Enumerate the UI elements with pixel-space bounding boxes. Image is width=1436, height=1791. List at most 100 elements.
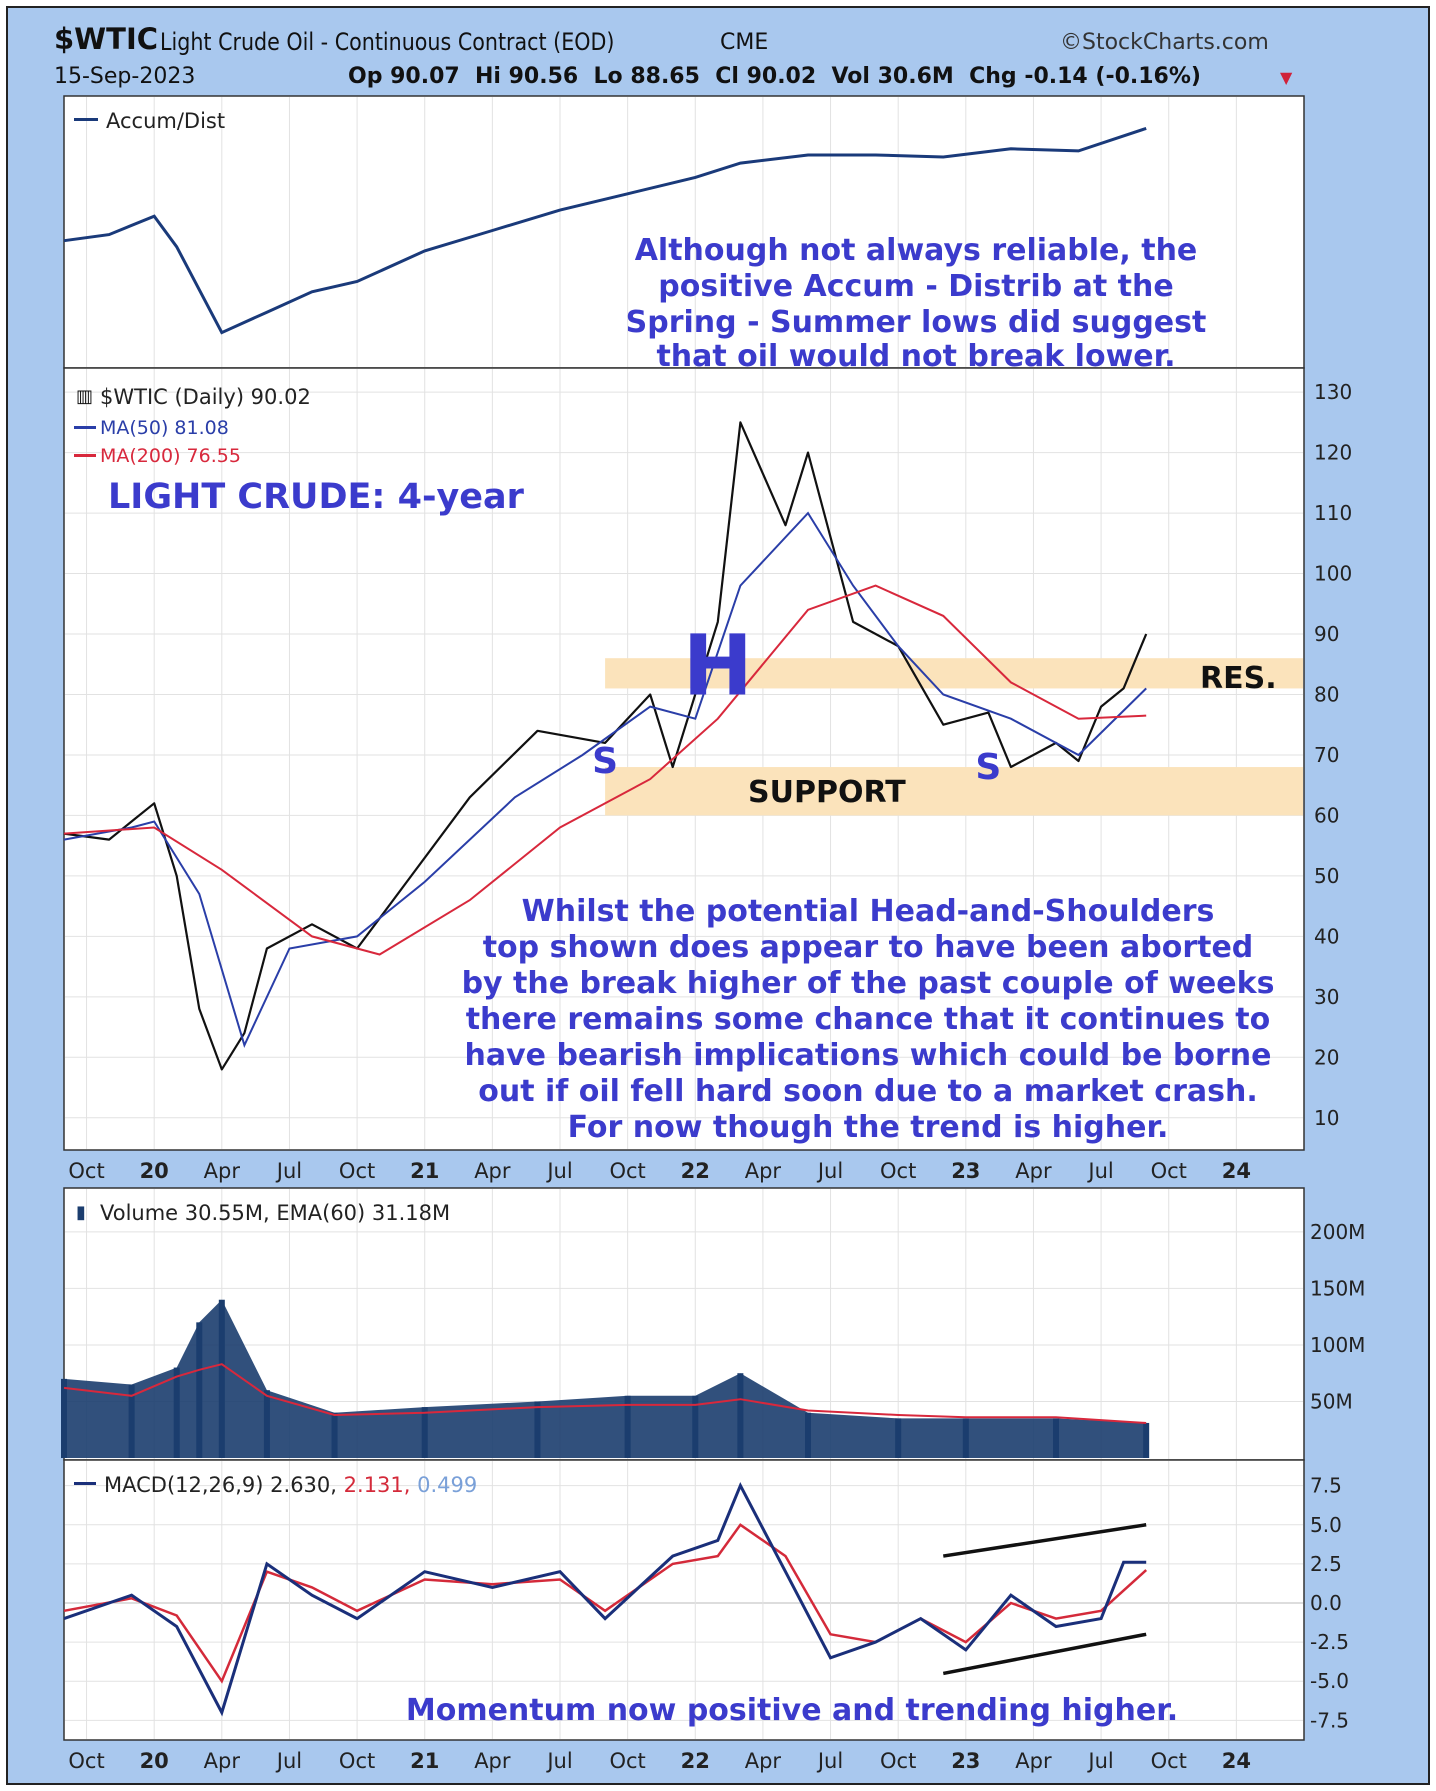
volume-legend: Volume 30.55M, EMA(60) 31.18M — [100, 1201, 450, 1225]
ad-annotation-line-3: Spring - Summer lows did suggest — [626, 305, 1207, 340]
volume-bar — [61, 1378, 67, 1458]
price-chart-title: LIGHT CRUDE: 4-year — [108, 477, 525, 517]
macd-ytick: -2.5 — [1310, 1630, 1349, 1654]
volume-bar — [218, 1299, 225, 1458]
volume-bar — [624, 1395, 631, 1458]
price-xtick: Jul — [1086, 1159, 1113, 1183]
volume-bar — [534, 1401, 541, 1458]
chart-canvas: 10 20 30 40 50 60 70 80 90 100 110 120 130 Oct 20 Apr Ju… — [61, 95, 1365, 1773]
price-xtick: Oct — [339, 1159, 375, 1183]
candle-icon: ▥ — [76, 386, 93, 407]
shoulder-label: S — [592, 741, 618, 782]
macd-line — [63, 1482, 1147, 1717]
price-xtick: Oct — [880, 1159, 916, 1183]
resistance-band — [605, 658, 1303, 689]
price-ytick: 60 — [1314, 803, 1339, 827]
resistance-label: RES. — [1200, 661, 1277, 696]
macd-xtick: Oct — [880, 1749, 916, 1773]
accum-dist-legend: Accum/Dist — [106, 109, 225, 133]
macd-legend-swatch — [74, 1482, 96, 1485]
macd-legend-main: MACD(12,26,9) 2.630, — [104, 1473, 337, 1497]
price-ytick: 90 — [1314, 622, 1339, 646]
ad-annotation-line-4: that oil would not break lower. — [656, 339, 1175, 374]
support-band — [605, 767, 1303, 816]
volume-ytick: 150M — [1310, 1276, 1365, 1300]
ma200-legend-swatch — [74, 454, 96, 457]
macd-ytick: 5.0 — [1310, 1513, 1342, 1537]
macd-xtick: Jul — [816, 1749, 843, 1773]
macd-ytick: 7.5 — [1310, 1474, 1342, 1498]
price-ytick: 130 — [1314, 380, 1352, 404]
price-annotation-line-2: top shown does appear to have been abort… — [483, 930, 1254, 965]
volume-ytick: 50M — [1310, 1389, 1353, 1413]
volume-bar — [196, 1322, 203, 1458]
macd-xtick: 22 — [681, 1749, 710, 1773]
price-xtick: Jul — [545, 1159, 572, 1183]
price-legend: $WTIC (Daily) 90.02 — [100, 385, 311, 409]
price-xtick: Oct — [68, 1159, 104, 1183]
macd-ytick: 2.5 — [1310, 1552, 1342, 1576]
price-ytick: 110 — [1314, 501, 1352, 525]
price-ytick: 40 — [1314, 924, 1339, 948]
macd-xtick: Jul — [545, 1749, 572, 1773]
price-annotation-line-4: there remains some chance that it contin… — [466, 1002, 1271, 1037]
price-xtick: 23 — [951, 1159, 980, 1183]
accum-dist-panel — [63, 95, 1305, 369]
volume-icon: ▮ — [76, 1202, 86, 1223]
price-ytick: 30 — [1314, 985, 1339, 1009]
price-xtick: Apr — [745, 1159, 782, 1183]
volume-bar — [128, 1384, 135, 1458]
price-xtick: 21 — [410, 1159, 439, 1183]
ma200-legend: MA(200) 76.55 — [100, 445, 241, 467]
price-panel — [63, 367, 1305, 1151]
macd-ytick: -7.5 — [1310, 1708, 1349, 1732]
price-annotation-line-1: Whilst the potential Head-and-Shoulders — [522, 894, 1215, 929]
price-xtick: 20 — [140, 1159, 169, 1183]
volume-bar — [962, 1418, 969, 1458]
macd-xtick: Oct — [1151, 1749, 1187, 1773]
chg-arrow-icon: ▼ — [1280, 68, 1293, 87]
price-series — [63, 421, 1148, 1071]
ma50-legend: MA(50) 81.08 — [100, 417, 229, 439]
macd-xtick: Apr — [474, 1749, 511, 1773]
ad-annotation-line-2: positive Accum - Distrib at the — [658, 269, 1173, 304]
macd-xtick: Apr — [1015, 1749, 1052, 1773]
shoulder-label: S — [975, 747, 1001, 788]
macd-xtick: Apr — [204, 1749, 241, 1773]
macd-xtick: 20 — [140, 1749, 169, 1773]
price-annotation-line-5: have bearish implications which could be… — [465, 1038, 1272, 1073]
volume-bar — [692, 1395, 699, 1458]
volume-bar — [737, 1373, 744, 1458]
macd-legend: MACD(12,26,9) 2.630, 2.131, 0.499 — [104, 1473, 477, 1497]
accum-dist-legend-swatch — [74, 118, 98, 121]
header-date: 15-Sep-2023 — [54, 64, 196, 89]
macd-xtick: 23 — [951, 1749, 980, 1773]
macd-panel — [63, 1459, 1305, 1741]
volume-bar — [805, 1412, 811, 1458]
price-xtick: Oct — [609, 1159, 645, 1183]
macd-xtick: Oct — [68, 1749, 104, 1773]
volume-bar — [895, 1418, 902, 1458]
volume-bar — [173, 1367, 180, 1458]
macd-upper-trendline — [943, 1523, 1147, 1558]
price-ytick: 50 — [1314, 864, 1339, 888]
header-exchange: CME — [720, 30, 769, 55]
header-name: Light Crude Oil - Continuous Contract (E… — [160, 28, 615, 56]
volume-bar — [331, 1412, 338, 1458]
price-annotation-line-6: out if oil fell hard soon due to a marke… — [478, 1074, 1257, 1109]
volume-bar — [421, 1407, 428, 1458]
price-ytick: 120 — [1314, 441, 1352, 465]
price-ytick: 20 — [1314, 1045, 1339, 1069]
macd-xtick: Jul — [275, 1749, 302, 1773]
macd-xtick: Oct — [339, 1749, 375, 1773]
support-label: SUPPORT — [748, 775, 906, 810]
macd-xtick: Oct — [609, 1749, 645, 1773]
macd-legend-signal: 2.131, — [344, 1473, 411, 1497]
volume-ytick: 100M — [1310, 1333, 1365, 1357]
price-xtick: Apr — [204, 1159, 241, 1183]
macd-annotation: Momentum now positive and trending highe… — [406, 1693, 1178, 1728]
ad-annotation-line-1: Although not always reliable, the — [635, 233, 1198, 268]
price-xtick: 22 — [681, 1159, 710, 1183]
price-ytick: 80 — [1314, 682, 1339, 706]
volume-bar — [263, 1390, 270, 1458]
